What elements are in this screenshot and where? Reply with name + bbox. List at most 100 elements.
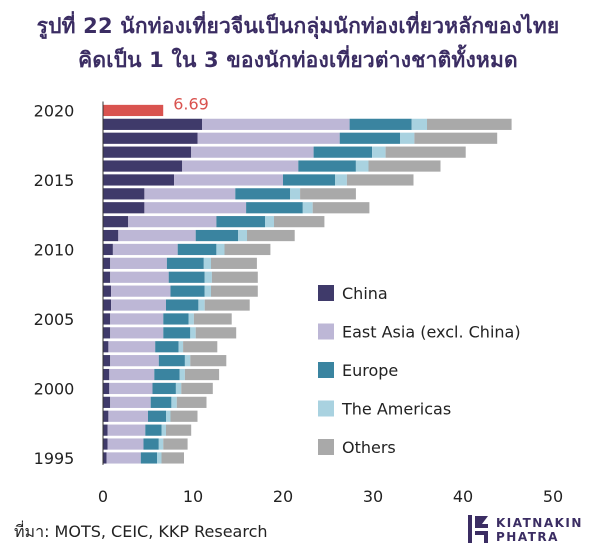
bar-2000-the-americas <box>175 382 182 395</box>
bar-2010-east-asia-excl-china- <box>112 243 178 256</box>
bar-2008-east-asia-excl-china- <box>110 271 169 283</box>
bar-2018-china <box>103 132 198 144</box>
bar-2015-europe <box>283 174 336 186</box>
bar-1999-others <box>176 396 207 408</box>
bar-2011-east-asia-excl-china- <box>118 229 196 242</box>
bar-2016-china <box>103 160 183 172</box>
bar-1997-east-asia-excl-china- <box>107 424 146 436</box>
bar-2008-others <box>211 271 258 283</box>
bar-1998-china <box>103 410 109 422</box>
bar-2006-others <box>204 299 250 311</box>
bar-2007-the-americas <box>204 285 211 297</box>
bar-2013-others <box>312 202 370 214</box>
bar-2002-others <box>190 355 227 367</box>
bar-2002-east-asia-excl-china- <box>110 355 159 367</box>
bar-2011-the-americas <box>238 229 247 242</box>
bar-2015-others <box>346 174 414 186</box>
bar-2006-east-asia-excl-china- <box>111 299 166 311</box>
bar-2010-china <box>103 243 113 256</box>
bar-2008-the-americas <box>204 271 212 283</box>
bar-2010-europe <box>177 243 217 256</box>
bar-2013-east-asia-excl-china- <box>144 202 247 214</box>
bar-2015-east-asia-excl-china- <box>174 174 283 186</box>
source-note: ที่มา: MOTS, CEIC, KKP Research <box>14 522 268 541</box>
x-tick-label: 20 <box>273 487 293 506</box>
bar-2013-europe <box>246 202 303 214</box>
bar-2001-the-americas <box>179 368 185 381</box>
bar-1997-others <box>166 424 192 436</box>
bar-2016-europe <box>298 160 356 172</box>
logo-line1: KIATNAKIN <box>496 516 583 530</box>
bar-2007-europe <box>170 285 205 297</box>
bar-2009-east-asia-excl-china- <box>110 257 167 269</box>
bar-2002-china <box>103 355 111 367</box>
bar-2004-the-americas <box>190 327 196 339</box>
bar-2015-china <box>103 174 175 186</box>
legend-label: Others <box>342 438 396 457</box>
legend-swatch <box>318 400 334 417</box>
bar-2009-china <box>103 257 111 269</box>
bar-2017-east-asia-excl-china- <box>191 146 314 158</box>
bar-2017-the-americas <box>372 146 386 158</box>
bar-2020-total <box>103 104 164 117</box>
bar-2007-others <box>211 285 258 297</box>
y-axis: 1995 2000 2005 2010 2015 2020 <box>34 101 104 468</box>
bar-2000-east-asia-excl-china- <box>109 382 153 395</box>
bar-2001-east-asia-excl-china- <box>109 368 155 381</box>
bar-chart: 6.69 1995 2000 2005 2010 2015 2020 0 10 20 30 40 5… <box>34 94 564 506</box>
bar-1998-east-asia-excl-china- <box>108 410 148 422</box>
legend: China East Asia (excl. China) Europe The Am… <box>318 284 521 457</box>
bar-2010-others <box>224 243 271 256</box>
bar-2012-others <box>274 216 325 228</box>
bar-2007-china <box>103 285 112 297</box>
bar-2017-europe <box>313 146 373 158</box>
bar-2004-china <box>103 327 111 339</box>
bar-1996-europe <box>143 438 159 450</box>
bar-2001-europe <box>154 368 180 381</box>
bar-2019-europe <box>349 118 412 130</box>
bar-2005-east-asia-excl-china- <box>110 313 164 325</box>
bar-2008-china <box>103 271 111 283</box>
bar-2002-the-americas <box>184 355 191 367</box>
bar-2009-the-americas <box>203 257 211 269</box>
bar-2019-the-americas <box>411 118 427 130</box>
logo-line2: PHATRA <box>496 530 559 544</box>
bar-2008-europe <box>168 271 205 283</box>
bar-2001-china <box>103 368 110 381</box>
bar-2017-others <box>385 146 466 158</box>
y-tick-label: 2000 <box>34 379 75 398</box>
bar-2000-china <box>103 382 110 395</box>
bar-1995-others <box>161 452 184 464</box>
bar-2014-china <box>103 188 145 200</box>
logo-text: KIATNAKIN PHATRA <box>496 516 583 544</box>
bar-2014-others <box>300 188 356 200</box>
bar-2005-europe <box>163 313 189 325</box>
bar-1996-others <box>163 438 188 450</box>
bar-2015-the-americas <box>335 174 347 186</box>
bar-2000-others <box>181 382 213 395</box>
bar-2006-europe <box>166 299 199 311</box>
bar-2005-others <box>193 313 232 325</box>
y-tick-label: 1995 <box>34 449 75 468</box>
legend-swatch <box>318 323 334 340</box>
y-tick-label: 2020 <box>34 101 75 120</box>
x-axis: 0 10 20 30 40 50 <box>98 487 563 506</box>
bar-1999-east-asia-excl-china- <box>110 396 151 408</box>
bar-2013-the-americas <box>302 202 313 214</box>
chart-title-line1: รูปที่ 22 นักท่องเที่ยวจีนเป็นกลุ่มนักท่… <box>36 14 560 38</box>
bar-2006-china <box>103 299 112 311</box>
bar-1997-china <box>103 424 108 436</box>
logo: KIATNAKIN PHATRA <box>466 510 590 550</box>
chart-title-line2: คิดเป็น 1 ใน 3 ของนักท่องเที่ยวต่างชาติท… <box>78 48 518 72</box>
bar-2018-east-asia-excl-china- <box>197 132 340 144</box>
bar-2012-the-americas <box>265 216 274 228</box>
bar-2012-china <box>103 216 129 228</box>
bar-2003-the-americas <box>178 341 184 353</box>
bar-1999-china <box>103 396 111 408</box>
bar-2019-others <box>427 118 512 130</box>
bar-2013-china <box>103 202 145 214</box>
legend-label: East Asia (excl. China) <box>342 323 521 342</box>
legend-label: China <box>342 284 388 303</box>
bar-2001-others <box>184 368 220 381</box>
bar-2011-china <box>103 229 119 242</box>
